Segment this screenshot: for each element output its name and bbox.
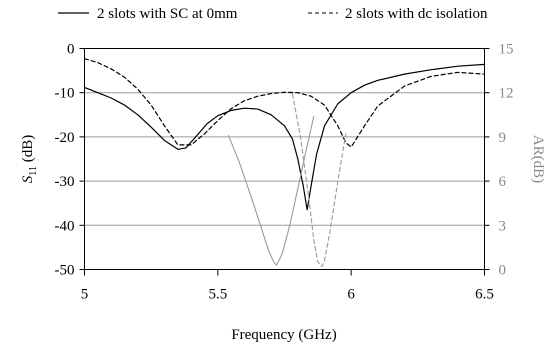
plot-frame [84, 48, 485, 270]
x-axis-title: Frequency (GHz) [231, 327, 336, 343]
series-line-ar-dashed [291, 93, 347, 268]
y-axis-title-unit: (dB) [20, 135, 36, 166]
x-tick-label: 6 [347, 287, 355, 303]
legend-label-dashed: 2 slots with dc isolation [345, 6, 488, 22]
y-tick-label: -40 [55, 218, 75, 234]
grid [84, 92, 485, 226]
y2-axis-title: AR(dB) [530, 135, 546, 183]
series-line-ar-solid [227, 115, 315, 266]
legend-label-solid: 2 slots with SC at 0mm [97, 6, 238, 22]
y-tick-label: -50 [55, 263, 75, 279]
y2-tick-label: 12 [499, 86, 514, 102]
y-axis-title: S11 (dB) [20, 135, 39, 183]
x-tick-label: 6.5 [475, 287, 494, 303]
y-tick-label: 0 [67, 42, 75, 58]
x-tick-label: 5.5 [208, 287, 227, 303]
series-line-s11-dashed [83, 58, 486, 148]
x-tick-label: 5 [81, 287, 89, 303]
legend: 2 slots with SC at 0mm 2 slots with dc i… [58, 6, 488, 22]
y2-tick-label: 15 [499, 42, 514, 58]
tick-labels: 0 -10 -20 -30 -40 -50 15 12 9 6 3 0 5 5.5 6 6.5 [55, 42, 514, 303]
y-axis-title-main: S [20, 175, 36, 183]
y-axis-title-sub: 11 [28, 166, 39, 176]
y-tick-label: -20 [55, 130, 75, 146]
y-tick-label: -10 [55, 86, 75, 102]
y-tick-label: -30 [55, 174, 75, 190]
y2-tick-label: 6 [499, 174, 507, 190]
y2-tick-label: 3 [499, 218, 507, 234]
ticks [79, 48, 490, 276]
y2-tick-label: 0 [499, 263, 507, 279]
series-layer [83, 58, 486, 268]
y2-tick-label: 9 [499, 130, 507, 146]
series-line-s11-solid [83, 63, 486, 211]
